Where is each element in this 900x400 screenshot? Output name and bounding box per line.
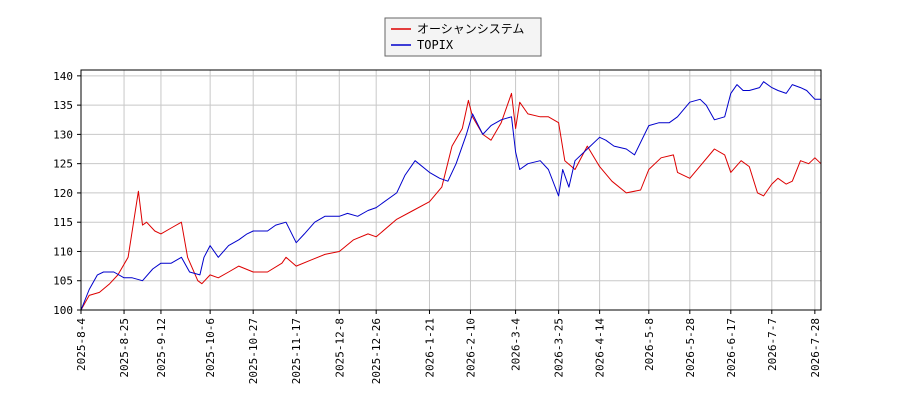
plot-frame [80, 69, 822, 311]
series-layer [80, 81, 822, 311]
x-tick-label: 2025-12-8 [333, 318, 346, 378]
x-tick-label: 2026-3-25 [553, 318, 566, 378]
y-tick-label: 115 [53, 216, 73, 229]
x-tick-label: 2025-10-27 [247, 318, 260, 384]
x-tick-label: 2026-5-8 [643, 318, 656, 371]
x-tick-label: 2026-6-17 [725, 318, 738, 378]
y-tick-label: 105 [53, 275, 73, 288]
legend-label-1: TOPIX [417, 38, 454, 52]
x-tick-label: 2026-7-28 [809, 318, 822, 378]
legend-box [384, 17, 542, 57]
legend: オーシャンシステム TOPIX [384, 17, 542, 57]
series-line-0 [80, 92, 822, 311]
y-tick-label: 140 [53, 70, 73, 83]
y-tick-label: 110 [53, 245, 73, 258]
x-tick-label: 2025-8-4 [75, 318, 88, 371]
y-tick-label: 100 [53, 304, 73, 317]
x-tick-label: 2025-9-12 [155, 318, 168, 378]
x-tick-label: 2026-5-28 [684, 318, 697, 378]
x-tick-label: 2025-8-25 [118, 318, 131, 378]
x-tick-label: 2025-10-6 [204, 318, 217, 378]
x-tick-label: 2026-7-7 [766, 318, 779, 371]
x-axis: 2025-8-4 2025-8-25 2025-9-12 2025-10-6 2025-… [75, 310, 822, 384]
x-tick-label: 2026-2-10 [464, 318, 477, 378]
y-tick-label: 120 [53, 187, 73, 200]
legend-label-0: オーシャンシステム [417, 22, 524, 36]
x-tick-label: 2025-12-26 [370, 318, 383, 384]
y-tick-label: 135 [53, 99, 73, 112]
x-tick-label: 2026-3-4 [510, 318, 523, 371]
x-tick-label: 2025-11-17 [290, 318, 303, 384]
y-tick-label: 130 [53, 128, 73, 141]
series-line-1 [80, 81, 821, 311]
x-tick-label: 2026-4-14 [594, 318, 607, 378]
y-tick-label: 125 [53, 158, 73, 171]
y-axis: 100 105 110 115 120 125 130 135 140 [53, 70, 81, 317]
x-tick-label: 2026-1-21 [423, 318, 436, 378]
